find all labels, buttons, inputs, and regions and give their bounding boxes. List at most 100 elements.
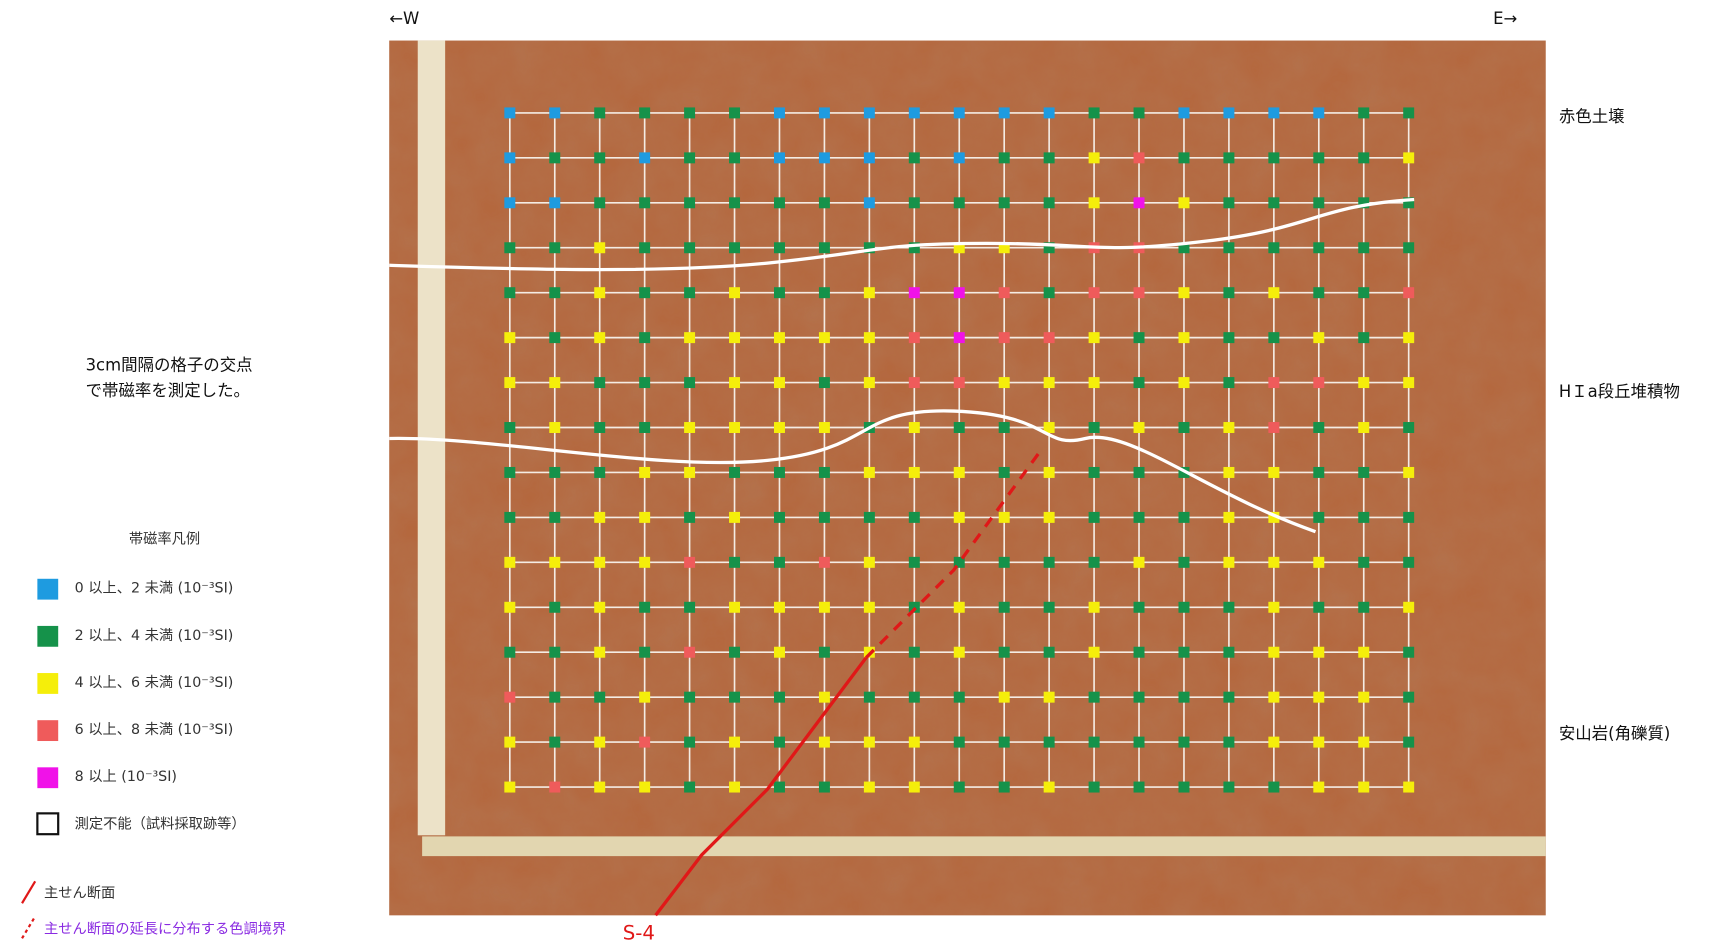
measurement-point bbox=[818, 422, 830, 433]
measurement-point bbox=[639, 242, 651, 254]
measurement-point bbox=[1313, 242, 1325, 254]
legend-title: 帯磁率凡例 bbox=[129, 530, 200, 547]
measurement-point bbox=[504, 377, 516, 389]
measurement-point bbox=[1358, 107, 1370, 119]
measurement-point bbox=[863, 511, 875, 523]
measurement-point bbox=[594, 646, 606, 658]
measurement-point bbox=[1268, 107, 1280, 119]
legend-label: 2 以上、4 未満 (10⁻³SI) bbox=[75, 627, 234, 644]
measurement-point bbox=[639, 781, 651, 793]
measurement-point bbox=[1088, 781, 1100, 793]
measurement-point bbox=[1043, 332, 1055, 344]
measurement-point bbox=[594, 152, 606, 164]
measurement-point bbox=[639, 646, 651, 658]
measurement-point bbox=[684, 377, 696, 389]
measurement-point bbox=[684, 242, 696, 254]
measurement-point bbox=[594, 422, 606, 433]
measurement-point bbox=[1268, 691, 1280, 703]
measurement-point bbox=[1178, 556, 1190, 568]
measurement-point bbox=[1313, 691, 1325, 703]
legend-swatch bbox=[37, 673, 59, 694]
measurement-point bbox=[1178, 422, 1190, 433]
measurement-point bbox=[1088, 691, 1100, 703]
measurement-point bbox=[818, 646, 830, 658]
measurement-point bbox=[818, 511, 830, 523]
measurement-point bbox=[1178, 781, 1190, 793]
measurement-point bbox=[773, 646, 785, 658]
measurement-point bbox=[1223, 422, 1235, 433]
measurement-point bbox=[1358, 332, 1370, 344]
legend-swatch bbox=[37, 578, 59, 600]
measurement-point bbox=[998, 781, 1010, 793]
layer-label: HＩa段丘堆積物 bbox=[1559, 382, 1680, 401]
measurement-point bbox=[953, 242, 965, 254]
measurement-point bbox=[684, 601, 696, 613]
measurement-point bbox=[549, 107, 561, 119]
measurement-point bbox=[1358, 197, 1370, 209]
measurement-point bbox=[594, 197, 606, 209]
measurement-point bbox=[1313, 736, 1325, 748]
measurement-point bbox=[729, 466, 741, 478]
measurement-point bbox=[998, 691, 1010, 703]
legend-swatch bbox=[37, 625, 59, 647]
measurement-point bbox=[908, 242, 920, 254]
measurement-point bbox=[729, 646, 741, 658]
measurement-point bbox=[684, 287, 696, 299]
measurement-point bbox=[639, 466, 651, 478]
measurement-point bbox=[1403, 736, 1415, 748]
measurement-point bbox=[953, 646, 965, 658]
measurement-point bbox=[1313, 511, 1325, 523]
measurement-point bbox=[773, 781, 785, 793]
measurement-point bbox=[953, 332, 965, 344]
measurement-point bbox=[504, 691, 516, 703]
measurement-point bbox=[594, 377, 606, 389]
measurement-point bbox=[594, 242, 606, 254]
boundary-line bbox=[389, 197, 1415, 272]
measurement-point bbox=[773, 377, 785, 389]
measurement-point bbox=[1403, 511, 1415, 523]
measurement-point bbox=[504, 107, 516, 119]
measurement-point bbox=[504, 242, 516, 254]
measurement-point bbox=[908, 197, 920, 209]
measurement-point bbox=[1088, 736, 1100, 748]
measurement-point bbox=[684, 781, 696, 793]
measurement-point bbox=[863, 736, 875, 748]
legend-swatch bbox=[37, 767, 59, 789]
measurement-point bbox=[953, 781, 965, 793]
measurement-point bbox=[549, 466, 561, 478]
measurement-point bbox=[639, 287, 651, 299]
measurement-point bbox=[908, 466, 920, 478]
measurement-point bbox=[684, 332, 696, 344]
west-label: ←W bbox=[389, 9, 419, 28]
measurement-point bbox=[684, 422, 696, 433]
measurement-point bbox=[639, 422, 651, 433]
measurement-point bbox=[639, 601, 651, 613]
measurement-point bbox=[1358, 646, 1370, 658]
measurement-point bbox=[1313, 422, 1325, 433]
measurement-point bbox=[1358, 511, 1370, 523]
measurement-point bbox=[1088, 287, 1100, 299]
measurement-point bbox=[1088, 152, 1100, 164]
measurement-point bbox=[908, 332, 920, 344]
measurement-point bbox=[1313, 466, 1325, 478]
measurement-point bbox=[1088, 377, 1100, 389]
measurement-point bbox=[773, 601, 785, 613]
measurement-point bbox=[998, 377, 1010, 389]
measurement-point bbox=[1133, 781, 1145, 793]
measurement-point bbox=[504, 736, 516, 748]
measurement-point bbox=[908, 646, 920, 658]
measurement-point bbox=[1178, 511, 1190, 523]
measurement-point bbox=[998, 152, 1010, 164]
measurement-point bbox=[504, 422, 516, 433]
measurement-point bbox=[684, 197, 696, 209]
measurement-point bbox=[549, 736, 561, 748]
measurement-point bbox=[1268, 556, 1280, 568]
legend-label: 0 以上、2 未満 (10⁻³SI) bbox=[75, 580, 234, 597]
measurement-point bbox=[998, 466, 1010, 478]
note: 3cm間隔の格子の交点 bbox=[86, 356, 253, 375]
measurement-point bbox=[773, 152, 785, 164]
measurement-point bbox=[818, 107, 830, 119]
measurement-point bbox=[1223, 197, 1235, 209]
measurement-point bbox=[1223, 691, 1235, 703]
measurement-point bbox=[504, 332, 516, 344]
